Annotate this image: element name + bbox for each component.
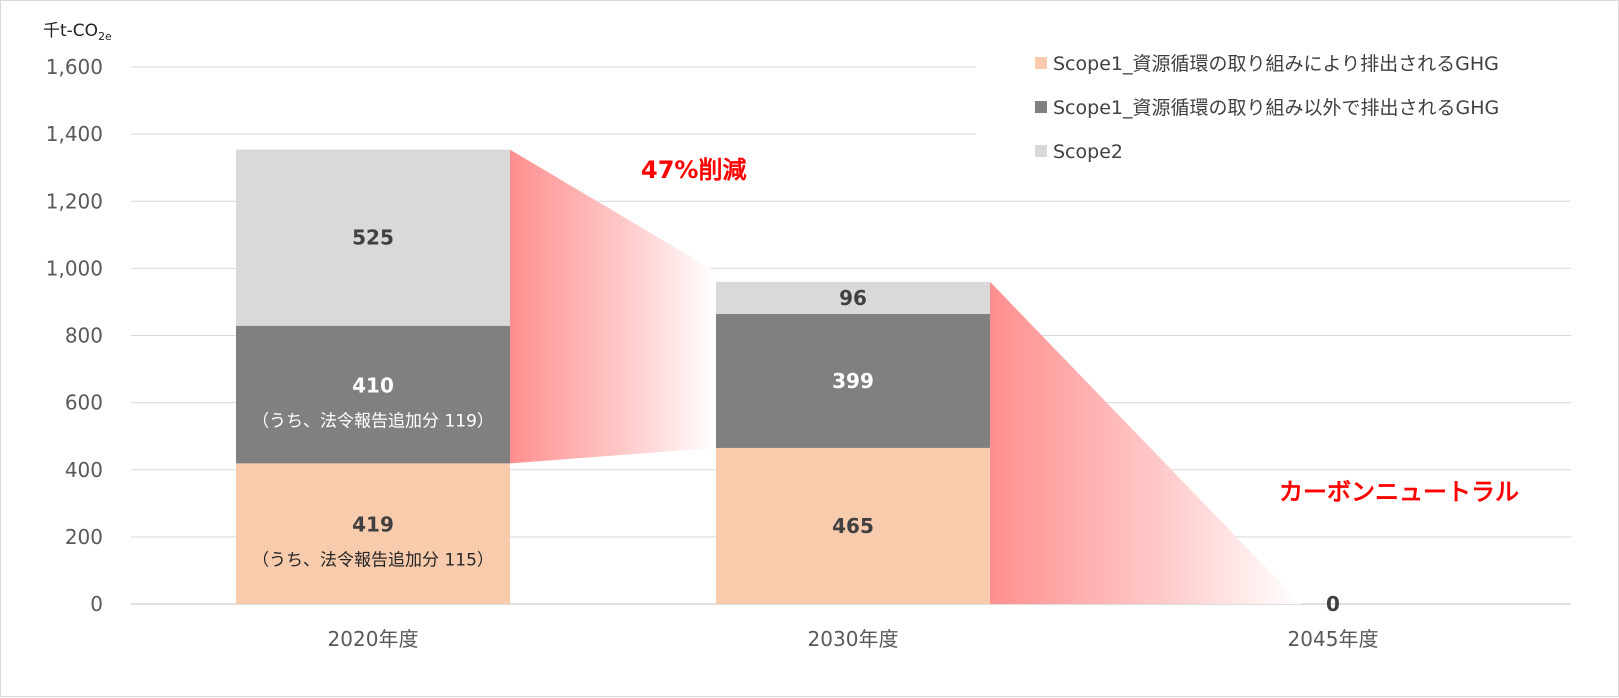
legend-swatch bbox=[1035, 57, 1047, 69]
data-label: 419 bbox=[352, 513, 394, 537]
y-tick-label: 200 bbox=[65, 525, 103, 549]
y-tick-label: 600 bbox=[65, 391, 103, 415]
carbon-neutral-callout: カーボンニュートラル bbox=[1279, 478, 1519, 506]
bar-segment bbox=[716, 447, 990, 604]
legend-swatch bbox=[1035, 101, 1047, 113]
reduction-wedge-2030-2045 bbox=[990, 281, 1301, 604]
data-label: 410 bbox=[352, 374, 394, 398]
y-tick-label: 1,600 bbox=[46, 55, 103, 79]
y-tick-label: 0 bbox=[90, 592, 103, 616]
y-tick-label: 400 bbox=[65, 458, 103, 482]
reduction-wedges bbox=[510, 149, 1301, 604]
legend-entry: Scope1_資源循環の取り組み以外で排出されるGHG bbox=[1053, 97, 1499, 119]
data-label: 525 bbox=[352, 226, 394, 250]
data-sub-label: （うち、法令報告追加分 115） bbox=[252, 551, 494, 571]
reduction-callout: 47%削減 bbox=[641, 156, 746, 184]
bar-segment bbox=[716, 281, 990, 315]
bars bbox=[236, 149, 990, 604]
legend-entry: Scope2 bbox=[1053, 141, 1123, 163]
legend-entry: Scope1_資源循環の取り組みにより排出されるGHG bbox=[1053, 53, 1499, 75]
data-label: 465 bbox=[832, 514, 874, 538]
bar-segment bbox=[236, 463, 510, 604]
data-label: 96 bbox=[839, 286, 867, 310]
data-sub-label: （うち、法令報告追加分 119） bbox=[252, 412, 494, 432]
legend-swatch bbox=[1035, 145, 1047, 157]
y-tick-label: 1,400 bbox=[46, 122, 103, 146]
bar-segment bbox=[236, 149, 510, 326]
bar-segment bbox=[716, 314, 990, 448]
data-label: 0 bbox=[1326, 592, 1340, 616]
y-tick-label: 800 bbox=[65, 324, 103, 348]
x-category-label: 2045年度 bbox=[1288, 627, 1379, 651]
legend: Scope1_資源循環の取り組みにより排出されるGHG Scope1_資源循環の取… bbox=[976, 45, 1576, 163]
data-labels: 419 （うち、法令報告追加分 115） 410 （うち、法令報告追加分 119） 52… bbox=[252, 226, 1340, 616]
reduction-wedge-2020-2030 bbox=[510, 149, 716, 464]
data-label: 399 bbox=[832, 369, 874, 393]
y-tick-label: 1,200 bbox=[46, 189, 103, 213]
x-category-label: 2030年度 bbox=[808, 627, 899, 651]
bar-segment bbox=[236, 325, 510, 464]
legend-background bbox=[976, 45, 1576, 135]
axes: 0 200 400 600 800 1,000 1,200 1,400 1,600 千t-CO2e… bbox=[43, 21, 1378, 651]
y-axis-unit-label: 千t-CO2e bbox=[43, 21, 112, 43]
x-category-label: 2020年度 bbox=[328, 627, 419, 651]
y-tick-label: 1,000 bbox=[46, 256, 103, 280]
